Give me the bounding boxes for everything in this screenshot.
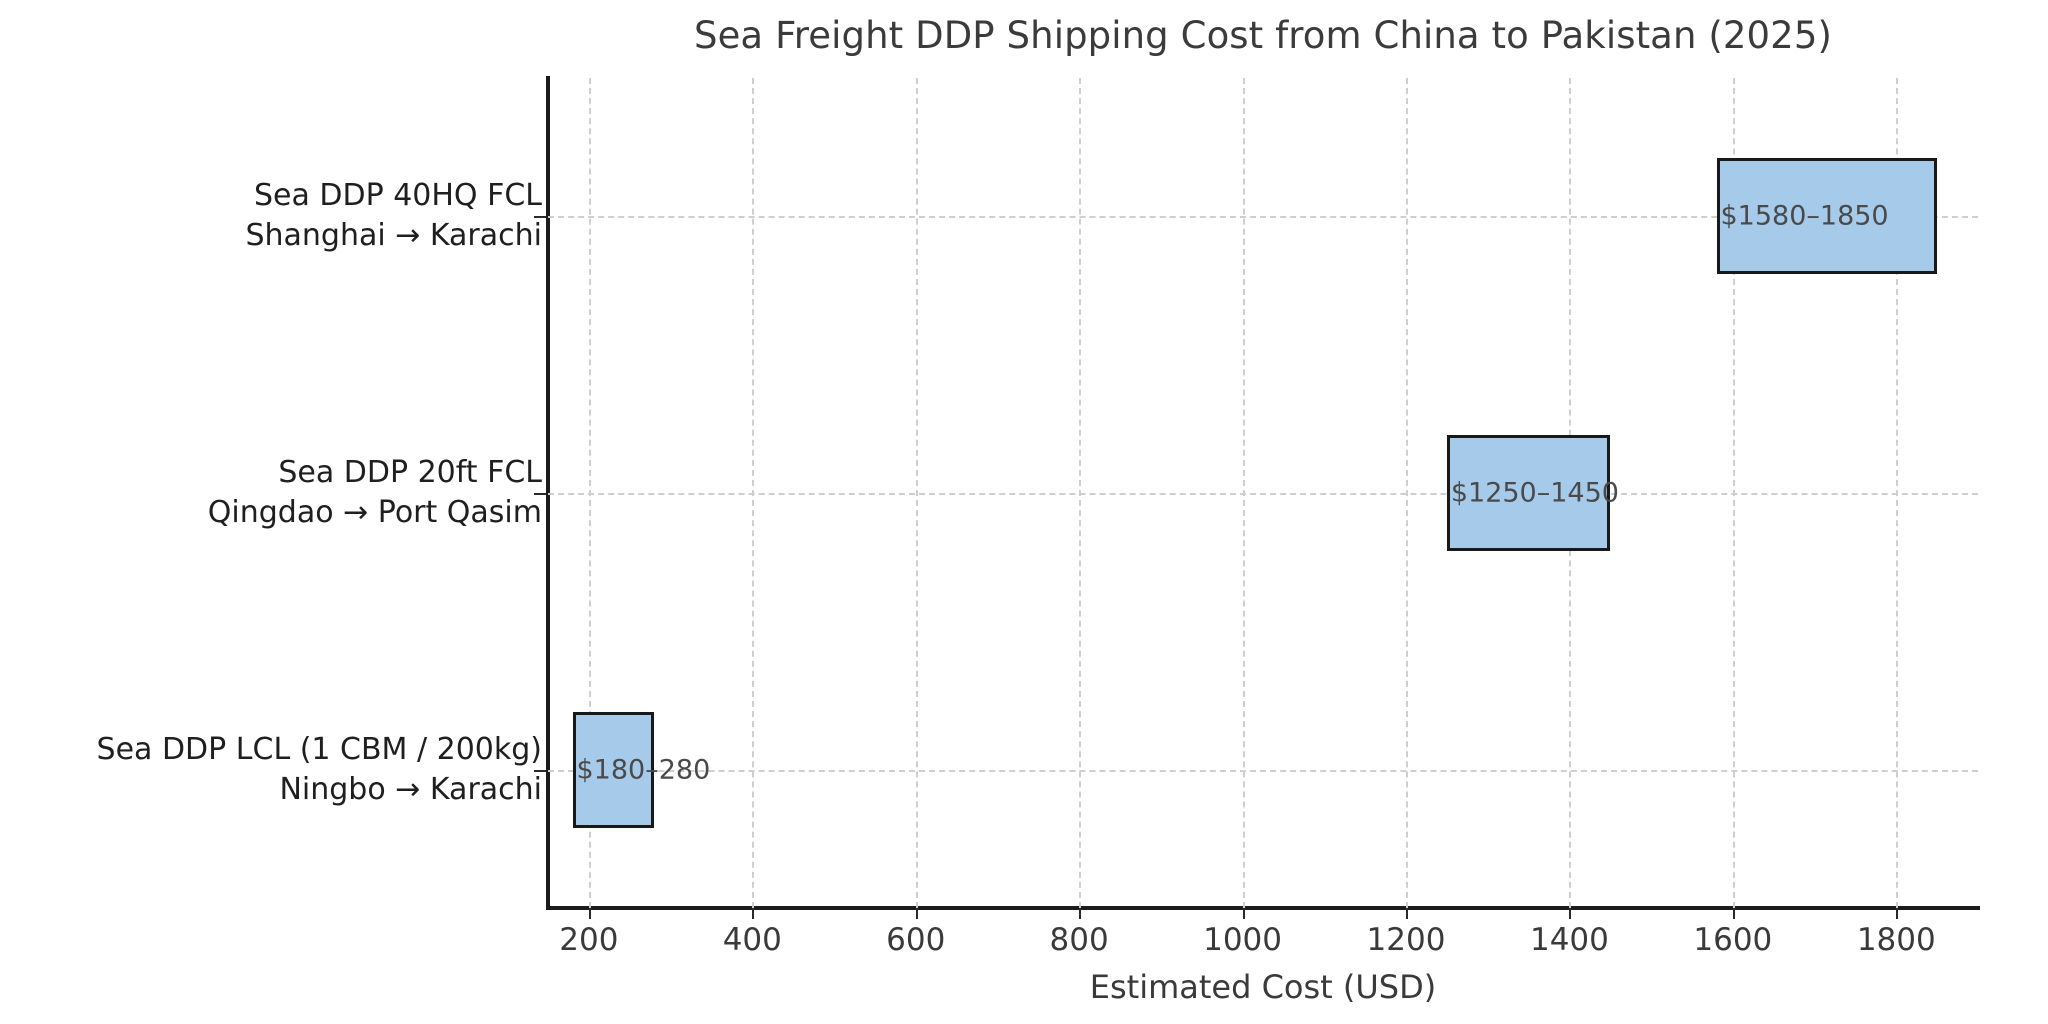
y-axis-category-label: Sea DDP 20ft FCL Qingdao → Port Qasim [208,453,542,533]
x-tick-mark [1732,908,1735,919]
y-tick-mark [534,769,546,772]
category-label-line-2: Qingdao → Port Qasim [207,495,542,530]
x-tick-mark [1569,908,1572,919]
range-bar[interactable] [572,711,655,828]
category-label-line-2: Shanghai → Karachi [245,218,542,254]
x-tick-label: 1600 [1693,922,1773,958]
x-tick-label: 600 [886,922,946,958]
x-tick-mark [752,908,755,919]
x-tick-mark [1079,908,1082,919]
x-tick-label: 400 [722,922,782,958]
x-tick-mark [1896,908,1899,919]
x-tick-label: 200 [559,922,619,958]
y-axis-category-label: Sea DDP LCL (1 CBM / 200kg) Ningbo → Kara… [97,730,542,810]
gridline-horizontal [548,493,1978,495]
category-label-line-2: Ningbo → Karachi [279,771,542,807]
chart-title: Sea Freight DDP Shipping Cost from China… [693,14,1832,57]
x-tick-mark [1242,908,1245,919]
x-tick-label: 800 [1049,922,1109,958]
x-tick-label: 1800 [1856,922,1936,958]
y-tick-mark [534,493,546,495]
x-tick-label: 1000 [1203,922,1283,958]
category-label-line-1: Sea DDP LCL (1 CBM / 200kg) [96,731,542,767]
range-bar[interactable] [1446,434,1611,552]
gridline-horizontal [548,216,1978,219]
plot-area: $1580–1850 $1250–1450 $180–280 [548,78,1978,908]
x-tick-label: 1200 [1366,922,1446,958]
x-tick-label: 1400 [1529,922,1609,958]
x-axis-title: Estimated Cost (USD) [1089,968,1437,1006]
x-tick-mark [1406,908,1408,919]
x-tick-mark [588,908,591,919]
category-label-line-1: Sea DDP 20ft FCL [278,455,542,490]
x-tick-mark [915,908,918,919]
y-tick-mark [534,216,546,219]
y-axis-category-label: Sea DDP 40HQ FCL Shanghai → Karachi [245,176,542,256]
gridline-horizontal [548,769,1978,772]
x-axis-spine [546,906,1980,910]
range-bar[interactable] [1716,158,1938,275]
category-label-line-1: Sea DDP 40HQ FCL [253,178,542,214]
